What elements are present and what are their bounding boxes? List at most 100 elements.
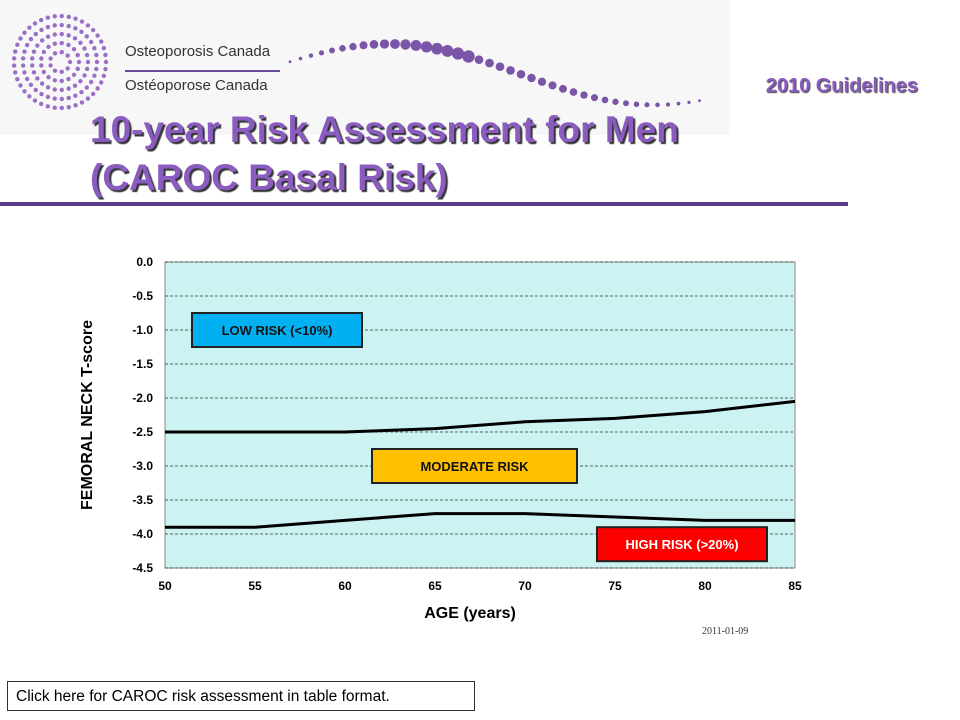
logo-dot — [95, 33, 100, 38]
logo-dot — [18, 83, 23, 88]
logo-dot — [84, 85, 89, 90]
risk-zone-box: MODERATE RISK — [371, 448, 578, 484]
x-tick-label: 65 — [428, 579, 442, 593]
logo-dot — [84, 34, 89, 39]
logo-dot — [52, 41, 58, 46]
title-line-1: 10-year Risk Assessment for Men — [90, 109, 679, 150]
wave-dot — [516, 69, 526, 79]
logo-dot — [82, 73, 87, 78]
logo-dot — [66, 76, 71, 82]
date-stamp: 2011-01-09 — [702, 626, 748, 637]
logo-dot — [45, 85, 51, 90]
wave-dot — [474, 55, 484, 64]
logo-dot — [59, 49, 64, 55]
logo-dot — [27, 25, 32, 30]
logo-dot — [11, 63, 17, 68]
logo-dot — [31, 70, 37, 75]
logo-dot — [52, 23, 57, 28]
wave-dot — [318, 50, 325, 56]
logo-dot — [35, 43, 40, 48]
logo-dot — [85, 23, 91, 28]
wave-dot — [687, 100, 691, 105]
logo-dot — [52, 87, 57, 92]
wave-dot — [462, 50, 475, 63]
logo-dot — [59, 96, 64, 102]
y-axis-label: FEMORAL NECK T-score — [79, 320, 96, 510]
y-tick-labels: 0.0 -0.5 -1.0 -1.5 -2.0 -2.5 -3.0 -3.5 -4.0 -4.5 — [132, 255, 153, 575]
logo-dot — [59, 40, 64, 46]
table-format-link[interactable]: Click here for CAROC risk assessment in … — [7, 681, 475, 711]
x-tick-label: 70 — [518, 579, 532, 593]
wave-dot — [590, 94, 599, 102]
logo-dot — [95, 86, 100, 91]
logo-dot — [20, 63, 26, 68]
logo-dot — [101, 45, 107, 51]
wave-dot — [548, 81, 557, 90]
logo-dot — [52, 51, 58, 56]
logo-dot — [22, 30, 27, 35]
logo-dot — [75, 52, 80, 58]
logo-dot — [22, 49, 27, 54]
risk-zone-labels: LOW RISK (<10%) MODERATE RISK HIGH RISK (>… — [191, 312, 768, 563]
logo-dot — [79, 100, 85, 105]
wave-dot — [644, 102, 650, 108]
x-tick-label: 60 — [338, 579, 352, 593]
wave-dot — [441, 44, 454, 57]
logo-dot — [30, 56, 35, 61]
risk-zone-box-bg — [191, 312, 363, 348]
logo-dot — [66, 33, 71, 38]
y-tick-label: -0.5 — [132, 289, 153, 303]
logo-dot — [59, 69, 64, 75]
wave-dot — [410, 40, 422, 51]
logo-dot — [92, 73, 97, 78]
logo-dot — [84, 52, 90, 58]
y-tick-label: -3.0 — [132, 459, 153, 473]
logo-dot — [65, 66, 70, 71]
logo-dot — [32, 98, 38, 103]
wave-dot — [676, 101, 681, 106]
logo-dot — [39, 63, 44, 68]
logo-dot — [46, 74, 51, 80]
logo-dot — [28, 82, 34, 88]
logo-dot — [22, 89, 27, 94]
logo-dot — [59, 13, 64, 19]
logo-dot — [24, 42, 30, 48]
logo-dot — [45, 104, 51, 109]
risk-zone-label: LOW RISK (<10%) — [222, 323, 333, 338]
decorative-dot-wave — [288, 39, 701, 108]
logo-dot — [30, 63, 35, 68]
logo-dot — [66, 104, 71, 110]
logo-dot — [71, 72, 77, 78]
logo-dot — [101, 73, 107, 79]
wave-dot — [698, 99, 701, 103]
logo-dot — [31, 49, 37, 54]
logo-dot — [66, 95, 71, 101]
wave-dot — [329, 47, 335, 54]
x-tick-label: 55 — [248, 579, 262, 593]
logo-dot — [94, 66, 99, 72]
logo-dot — [15, 76, 20, 82]
logo-dot — [72, 36, 78, 41]
wave-dot — [308, 53, 314, 58]
logo-dot — [45, 24, 51, 30]
logo-dot — [35, 76, 40, 81]
title-line-2: (CAROC Basal Risk) — [90, 157, 448, 198]
logo-dot — [90, 27, 96, 33]
plot-area — [164, 261, 796, 569]
logo-dot — [39, 91, 44, 97]
logo-dot — [99, 80, 104, 85]
wave-dot — [612, 98, 619, 105]
logo-dot — [90, 91, 96, 97]
risk-zone-box: LOW RISK (<10%) — [191, 312, 363, 348]
wave-dot — [431, 42, 443, 55]
logo-dot — [59, 78, 64, 84]
logo-dot — [13, 70, 18, 75]
logo-dot — [66, 86, 71, 91]
logo-dot — [45, 15, 51, 20]
risk-zone-label: MODERATE RISK — [420, 459, 529, 474]
logo-dot — [38, 17, 44, 23]
logo-dot — [41, 69, 47, 75]
x-tick-label: 50 — [158, 579, 172, 593]
logo-dot — [48, 56, 53, 61]
logo-dot — [59, 105, 64, 111]
